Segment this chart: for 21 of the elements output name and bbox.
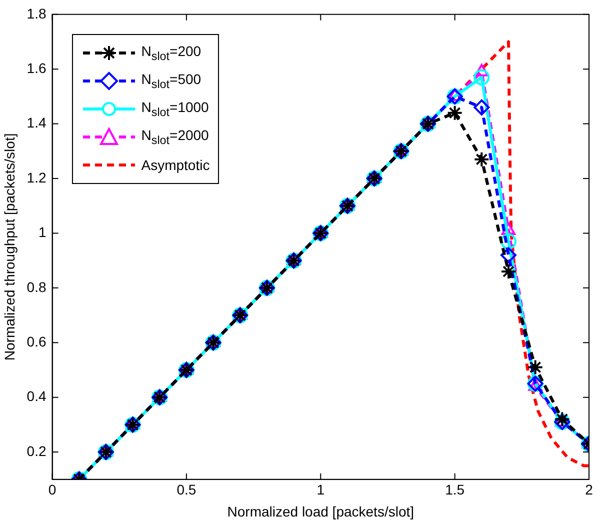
x-tick-label: 0 (48, 482, 56, 498)
legend-label: N$_{slot}$=1000 (141, 99, 209, 120)
y-tick-label: 1.2 (26, 169, 46, 186)
x-tick-label: 2 (585, 482, 594, 498)
y-tick-label: 0.4 (26, 388, 46, 404)
legend-label: N$_{slot}$=200 (141, 43, 202, 64)
y-tick-label: 1.6 (26, 60, 46, 76)
x-tick-label: 0.5 (176, 482, 196, 498)
y-axis-title: Normalized throughput [packets/slot] (1, 133, 18, 361)
legend-label: N$_{slot}$=500 (141, 71, 202, 92)
x-tick-label: 1 (316, 482, 325, 498)
y-tick-label: 1.4 (26, 114, 46, 131)
legend-label: Asymptotic (141, 157, 210, 174)
x-axis-title: Normalized load [packets/slot] (227, 503, 414, 520)
legend-label: N$_{slot}$=2000 (141, 127, 209, 148)
x-tick-label: 1.5 (445, 482, 465, 498)
y-tick-label: 0.8 (26, 278, 46, 295)
y-tick-label: 0.6 (26, 333, 46, 350)
y-tick-label: 0.2 (26, 442, 46, 459)
y-tick-label: 1 (38, 224, 46, 240)
y-tick-label: 1.8 (26, 5, 46, 22)
